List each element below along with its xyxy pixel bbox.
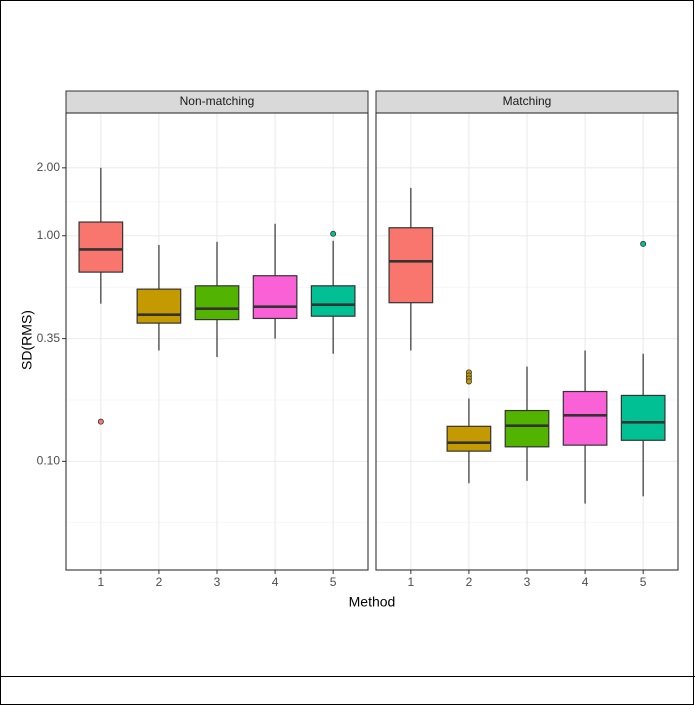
- outlier: [97, 418, 104, 425]
- outlier: [330, 230, 337, 237]
- x-tick-label: 3: [214, 575, 221, 589]
- x-tick-label: 5: [330, 575, 337, 589]
- y-axis-title: SD(RMS): [19, 310, 35, 370]
- box: [136, 288, 182, 324]
- x-tick-label: 4: [272, 575, 279, 589]
- box: [388, 227, 434, 304]
- x-axis-title: Method: [349, 594, 396, 610]
- x-tick-label: 3: [524, 575, 531, 589]
- panel-border: [65, 112, 369, 571]
- x-tick-label: 4: [582, 575, 589, 589]
- strip-title: Non-matching: [180, 94, 255, 108]
- x-tick-label: 5: [640, 575, 647, 589]
- box: [504, 409, 550, 448]
- x-tick-label: 2: [466, 575, 473, 589]
- strip-title: Matching: [503, 94, 552, 108]
- box: [78, 221, 124, 273]
- box: [252, 275, 298, 320]
- panel-border: [375, 112, 679, 571]
- y-tick-label: 0.10: [37, 454, 61, 468]
- outlier: [640, 240, 647, 247]
- box: [310, 285, 356, 317]
- y-tick-label: 2.00: [37, 160, 61, 174]
- box: [194, 285, 240, 321]
- x-tick-label: 2: [156, 575, 163, 589]
- x-tick-label: 1: [98, 575, 105, 589]
- y-tick-label: 1.00: [37, 228, 61, 242]
- y-tick-label: 0.35: [37, 331, 61, 345]
- x-tick-label: 1: [408, 575, 415, 589]
- box: [562, 390, 608, 446]
- box: [620, 394, 666, 441]
- outlier: [465, 378, 472, 385]
- box: [446, 425, 492, 452]
